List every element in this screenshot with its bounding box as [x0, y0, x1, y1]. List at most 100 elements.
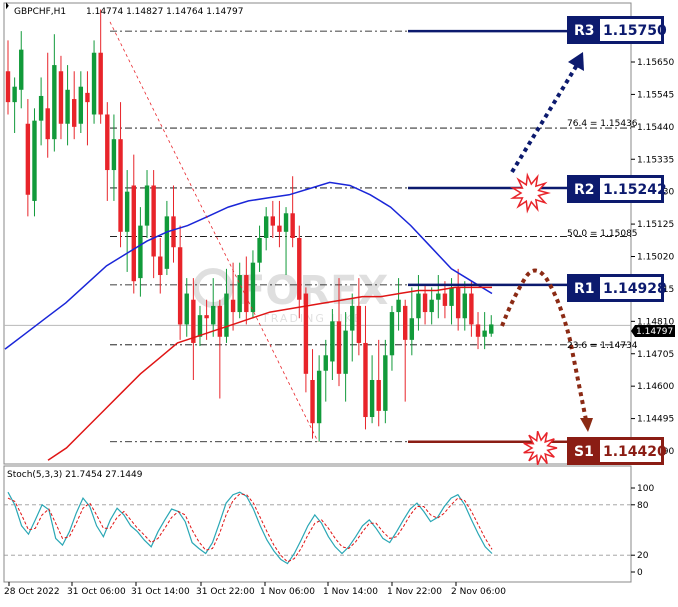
candle-body	[455, 287, 461, 319]
candle-body	[489, 324, 494, 334]
burst-icon	[523, 430, 558, 466]
candle-body	[65, 89, 70, 124]
candle-body	[217, 305, 223, 337]
x-tick-label: 31 Oct 06:00	[67, 587, 126, 597]
stoch-y-tick-label: 0	[637, 568, 643, 578]
x-tick-label: 1 Nov 22:00	[387, 587, 442, 597]
candle-body	[449, 287, 454, 306]
x-tick-label: 2 Nov 06:00	[451, 587, 506, 597]
candle-body	[250, 262, 256, 313]
y-tick-label: 1.14495	[637, 415, 674, 425]
x-tick-label: 31 Oct 14:00	[131, 587, 190, 597]
tag-r2-label: R2	[574, 182, 595, 198]
candle-body	[131, 185, 136, 282]
tag-r1-value-bg	[600, 277, 661, 299]
candle-body	[78, 86, 84, 124]
candle-body	[151, 185, 156, 257]
tag-r1: R1 1.14928	[567, 274, 667, 302]
header-arrow-icon	[6, 2, 9, 10]
candle-body	[52, 65, 57, 140]
candle-body	[462, 293, 467, 319]
candle-body	[330, 321, 335, 362]
candle-body	[316, 370, 322, 424]
candle-body	[158, 256, 163, 276]
stoch-signal-line	[7, 493, 493, 563]
ma-blue-line	[4, 181, 493, 350]
y-tick-label: 1.15650	[637, 58, 674, 68]
candle-body	[290, 213, 295, 238]
candle-body	[118, 139, 123, 232]
candle-body	[111, 139, 117, 171]
candle-body	[270, 216, 275, 226]
watermark-tagline: TRADING LIKE	[261, 312, 363, 325]
candle-body	[356, 305, 362, 343]
candle-body	[436, 293, 441, 300]
candle-body	[310, 379, 315, 424]
watermark-brand: FOREX	[238, 268, 388, 314]
candle-body	[124, 191, 130, 232]
fib-trendline	[109, 21, 319, 442]
candle-body	[138, 225, 143, 279]
tag-s1-label: S1	[574, 444, 594, 460]
forecast-up-arrow	[510, 58, 582, 174]
candle-body	[72, 99, 77, 127]
candle-body	[363, 342, 368, 418]
candle-body	[482, 330, 487, 337]
y-tick-label: 1.15335	[637, 155, 674, 165]
candle-body	[105, 114, 110, 171]
candle-body	[376, 379, 381, 411]
candle-body	[58, 71, 64, 124]
tag-r1-value: 1.14928	[603, 281, 667, 297]
tag-r3: R3 1.15750	[567, 16, 667, 44]
candle-body	[91, 52, 97, 115]
x-tick-label: 1 Nov 06:00	[260, 587, 315, 597]
tag-s1-value: 1.14420	[603, 444, 667, 460]
y-tick-label: 1.15125	[637, 220, 674, 230]
candle-body	[197, 315, 203, 337]
candle-body	[184, 293, 189, 325]
candle-body	[475, 324, 481, 337]
y-tick-label: 1.15545	[637, 90, 674, 100]
candle-body	[283, 213, 289, 232]
x-tick-label: 28 Oct 2022	[4, 587, 60, 597]
candle-body	[177, 247, 183, 325]
candle-body	[237, 275, 242, 313]
x-tick-label: 1 Nov 14:00	[323, 587, 378, 597]
candle-body	[422, 293, 428, 313]
candle-body	[32, 120, 37, 201]
candle-body	[263, 216, 269, 238]
candle-body	[469, 293, 474, 325]
candle-body	[429, 299, 434, 313]
candle-body	[204, 315, 209, 319]
tag-s1-value-bg	[600, 440, 661, 462]
candle-body	[389, 312, 395, 356]
grid	[4, 30, 631, 443]
chart-ohlc: 1.14774 1.14827 1.14764 1.14797	[86, 7, 243, 17]
stoch-pane-frame	[3, 465, 632, 583]
y-tick-label: 1.15020	[637, 253, 674, 263]
tag-r2-value-bg	[600, 178, 661, 200]
stoch-label: Stoch(5,3,3) 21.7454 27.1449	[7, 470, 143, 480]
candle-body	[416, 293, 421, 319]
tag-r3-label: R3	[574, 23, 595, 39]
burst-icon	[509, 172, 551, 214]
y-tick-label: 1.14810	[637, 317, 674, 327]
candle-body	[12, 86, 17, 103]
tag-r1-label: R1	[574, 281, 595, 297]
tag-s1: S1 1.14420	[567, 437, 667, 465]
candle-body	[277, 225, 282, 232]
candle-body	[85, 92, 90, 103]
candle-body	[19, 49, 24, 90]
candle-body	[396, 299, 401, 313]
candle-body	[403, 305, 408, 340]
stoch-y-tick-label: 20	[637, 551, 649, 561]
candle-body	[5, 71, 11, 103]
forecast-down-arrowhead	[580, 418, 593, 432]
candle-body	[224, 293, 229, 337]
tag-r3-value: 1.15750	[603, 23, 667, 39]
fib-label-76: 76.4 = 1.15436	[567, 119, 638, 129]
stochastic-oscillator: 100 80 20 0	[4, 484, 654, 578]
candle-body	[409, 318, 415, 340]
candle-body	[144, 185, 150, 226]
